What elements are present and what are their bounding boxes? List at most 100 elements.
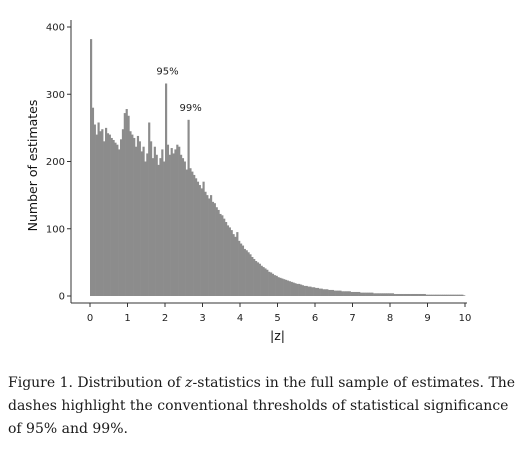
histogram-bar [215, 207, 218, 296]
histogram-bar [105, 127, 108, 296]
histogram-bar [123, 113, 126, 296]
histogram-bar [431, 294, 434, 296]
histogram-bar [369, 292, 372, 296]
histogram-bar [112, 139, 115, 296]
histogram-bar [219, 213, 222, 296]
histogram-bar [457, 294, 460, 296]
histogram-bar [151, 158, 155, 296]
histogram-bar [352, 291, 355, 296]
histogram-bar [97, 122, 100, 297]
histogram-bar [393, 293, 396, 296]
histogram-bar [373, 293, 376, 296]
histogram-bar [414, 293, 417, 296]
histogram-bar [91, 107, 95, 296]
threshold-label: 95% [156, 66, 178, 77]
histogram-bar [95, 134, 98, 296]
histogram-bar [365, 292, 368, 296]
histogram-bar [253, 259, 256, 296]
histogram-bar [451, 294, 455, 296]
y-axis-ticks: 0 100 200 300 400 [46, 23, 71, 303]
histogram-bar [268, 271, 271, 296]
y-tick-label: 100 [46, 224, 65, 235]
x-tick-label: 9 [424, 313, 430, 324]
histogram-bar [142, 146, 145, 296]
histogram-bar [337, 290, 340, 296]
histogram-bar [127, 115, 130, 297]
histogram-bar [277, 277, 280, 296]
histogram-bar [421, 293, 425, 296]
histogram-bar [360, 292, 363, 296]
histogram-bar [226, 225, 230, 296]
histogram-bar [384, 293, 387, 296]
histogram-bar [376, 293, 380, 296]
histogram-bar [371, 292, 374, 296]
histogram-bar [138, 141, 141, 296]
histogram-bar [271, 273, 275, 296]
y-tick-label: 200 [46, 157, 65, 168]
caption-italic: z [185, 375, 193, 391]
histogram-bar [200, 188, 203, 296]
histogram-bar [146, 153, 149, 296]
histogram-bar [410, 293, 413, 296]
histogram-bar [183, 161, 186, 296]
histogram-bar [328, 289, 331, 296]
histogram-bar [444, 294, 447, 296]
histogram-bar [110, 137, 113, 296]
histogram-bar [286, 280, 290, 296]
histogram-bar [358, 291, 361, 296]
x-axis-title: |z| [270, 328, 285, 343]
histogram-bar [315, 287, 318, 296]
histogram-bar [176, 144, 179, 296]
y-axis-title: Number of estimates [25, 100, 40, 232]
histogram-bar [331, 289, 335, 296]
histogram-bar [208, 198, 211, 296]
histogram-bar [150, 141, 153, 296]
histogram-bar [238, 240, 241, 296]
figure-caption: Figure 1. Distribution of z-statistics i… [8, 372, 520, 441]
histogram-bar [397, 293, 400, 296]
histogram-bar [155, 154, 158, 296]
x-axis-ticks: 0 1 2 3 4 5 6 7 8 9 10 [87, 303, 472, 324]
histogram-bar [213, 203, 216, 296]
x-tick-label: 5 [274, 313, 280, 324]
histogram-bar [455, 294, 458, 296]
histogram-bar [461, 294, 464, 296]
histogram-bar [206, 195, 209, 296]
histogram-bar [401, 293, 404, 296]
histogram-bar [438, 294, 441, 296]
histogram-bar [290, 281, 293, 296]
caption-prefix: Figure 1. Distribution of [8, 375, 186, 391]
histogram-bar [425, 294, 428, 296]
histogram-bar [273, 275, 276, 296]
histogram-bar [453, 294, 456, 296]
histogram-bar [390, 293, 393, 296]
histogram-bars [90, 39, 466, 297]
histogram-bar [436, 294, 440, 296]
histogram-bar [311, 287, 314, 296]
histogram-bar [236, 232, 239, 296]
histogram-bar [285, 279, 288, 296]
histogram-bar [172, 153, 175, 296]
histogram-bar [135, 146, 138, 296]
histogram-bar [300, 284, 303, 296]
histogram-bar [195, 178, 198, 296]
histogram-bar [106, 133, 110, 296]
x-tick-label: 10 [459, 313, 472, 324]
histogram-bar [412, 293, 415, 296]
histogram-bar [241, 245, 245, 296]
histogram-bar [305, 285, 308, 296]
histogram-bar [335, 290, 338, 296]
histogram-bar [129, 131, 132, 296]
histogram-bar [193, 174, 196, 296]
histogram-bar [298, 283, 301, 296]
histogram-bar [185, 169, 188, 296]
histogram-bar [93, 124, 96, 296]
histogram-bar [170, 148, 173, 296]
histogram-bar [101, 129, 104, 296]
histogram-bar [433, 294, 436, 296]
histogram-bar [356, 291, 359, 296]
histogram-bar [223, 218, 226, 296]
histogram-bar [270, 272, 273, 296]
histogram-bar [210, 195, 213, 296]
histogram-bar [459, 294, 462, 296]
